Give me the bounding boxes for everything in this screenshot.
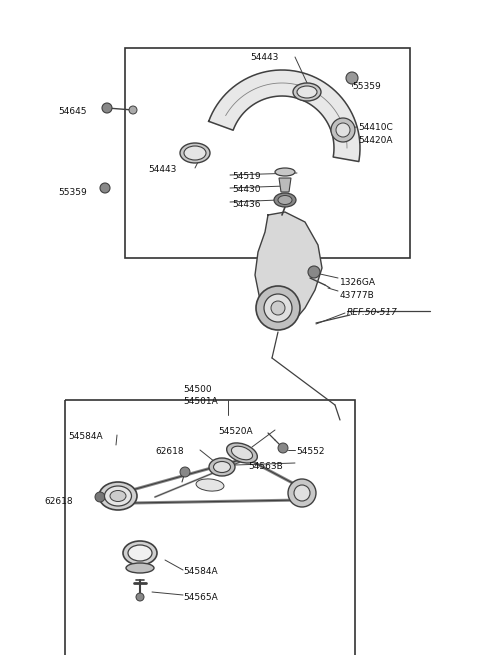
Ellipse shape — [275, 168, 295, 176]
Text: 43777B: 43777B — [340, 291, 375, 300]
Ellipse shape — [231, 446, 252, 460]
Ellipse shape — [209, 458, 235, 476]
Text: 55359: 55359 — [352, 82, 381, 91]
Text: 1326GA: 1326GA — [340, 278, 376, 287]
Circle shape — [346, 72, 358, 84]
Ellipse shape — [278, 195, 292, 204]
Circle shape — [100, 183, 110, 193]
Circle shape — [294, 485, 310, 501]
Polygon shape — [279, 178, 291, 192]
Text: 54519: 54519 — [232, 172, 261, 181]
Ellipse shape — [184, 146, 206, 160]
Text: 54410C: 54410C — [358, 123, 393, 132]
Ellipse shape — [105, 486, 132, 506]
Polygon shape — [209, 70, 360, 162]
Ellipse shape — [227, 443, 257, 463]
Circle shape — [180, 467, 190, 477]
Text: 54420A: 54420A — [358, 136, 393, 145]
Circle shape — [95, 492, 105, 502]
Circle shape — [102, 103, 112, 113]
Ellipse shape — [126, 563, 154, 573]
Text: 54436: 54436 — [232, 200, 261, 209]
Ellipse shape — [123, 541, 157, 565]
Text: 54584A: 54584A — [68, 432, 103, 441]
Ellipse shape — [110, 491, 126, 502]
Circle shape — [331, 118, 355, 142]
Ellipse shape — [99, 482, 137, 510]
Text: REF.50-517: REF.50-517 — [347, 308, 398, 317]
Text: 54520A: 54520A — [218, 427, 252, 436]
Text: 54563B: 54563B — [248, 462, 283, 471]
Circle shape — [264, 294, 292, 322]
Text: 54443: 54443 — [250, 53, 278, 62]
Text: 54500: 54500 — [183, 385, 212, 394]
Text: 54584A: 54584A — [183, 567, 217, 576]
Text: 54443: 54443 — [148, 165, 176, 174]
Ellipse shape — [196, 479, 224, 491]
Circle shape — [129, 106, 137, 114]
Ellipse shape — [128, 545, 152, 561]
Text: 62618: 62618 — [155, 447, 184, 456]
Text: 62618: 62618 — [44, 497, 72, 506]
Bar — [65, 400, 355, 655]
Text: 54552: 54552 — [296, 447, 324, 456]
Ellipse shape — [214, 462, 230, 472]
Ellipse shape — [180, 143, 210, 163]
Circle shape — [288, 479, 316, 507]
Circle shape — [271, 301, 285, 315]
Text: 54501A: 54501A — [183, 397, 218, 406]
Ellipse shape — [274, 193, 296, 207]
Circle shape — [136, 593, 144, 601]
Ellipse shape — [293, 83, 321, 101]
Bar — [125, 48, 410, 258]
Circle shape — [336, 123, 350, 137]
Text: 54645: 54645 — [58, 107, 86, 116]
Ellipse shape — [297, 86, 317, 98]
Polygon shape — [255, 212, 322, 325]
Text: 55359: 55359 — [58, 188, 87, 197]
Circle shape — [308, 266, 320, 278]
Text: 54430: 54430 — [232, 185, 261, 194]
Text: 54565A: 54565A — [183, 593, 218, 602]
Circle shape — [278, 443, 288, 453]
Circle shape — [256, 286, 300, 330]
